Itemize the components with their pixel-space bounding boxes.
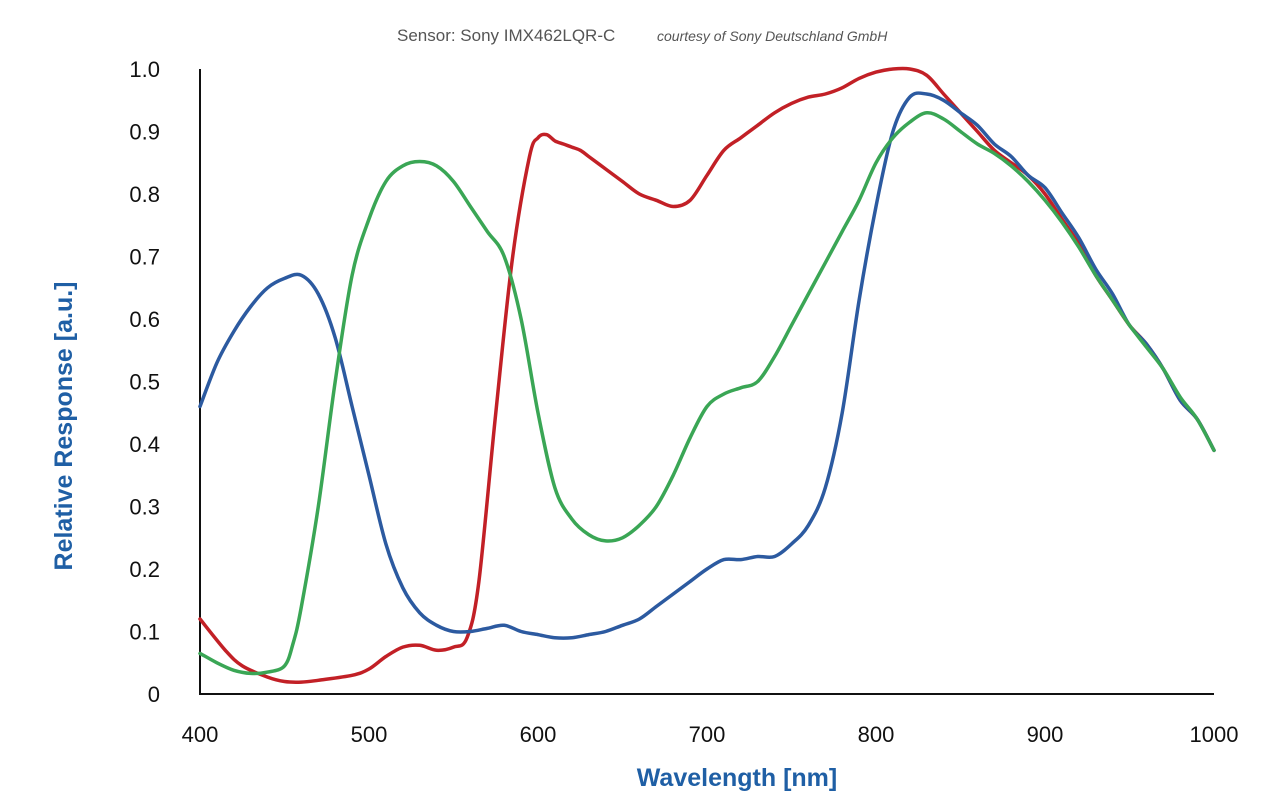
- red-series-line: [198, 66, 1216, 684]
- blue-series-line: [198, 91, 1216, 640]
- x-tick-label: 900: [1027, 722, 1064, 747]
- series-lines: [198, 66, 1216, 684]
- chart-subtitle: courtesy of Sony Deutschland GmbH: [657, 28, 888, 44]
- y-tick-label: 0.2: [129, 557, 160, 582]
- x-tick-label: 600: [520, 722, 557, 747]
- x-tick-label: 700: [689, 722, 726, 747]
- chart-title: Sensor: Sony IMX462LQR-C: [397, 26, 615, 45]
- green-series-line: [198, 111, 1216, 676]
- y-tick-label: 0.3: [129, 495, 160, 520]
- y-axis-title: Relative Response [a.u.]: [50, 282, 78, 571]
- x-tick-label: 800: [858, 722, 895, 747]
- y-tick-label: 0.1: [129, 620, 160, 645]
- y-tick-label: 0.8: [129, 182, 160, 207]
- x-axis-title: Wavelength [nm]: [637, 764, 837, 792]
- y-tick-label: 0.9: [129, 120, 160, 145]
- x-tick-label: 400: [182, 722, 219, 747]
- x-tick-label: 500: [351, 722, 388, 747]
- y-tick-label: 0.5: [129, 370, 160, 395]
- y-tick-label: 1.0: [129, 57, 160, 82]
- y-tick-label: 0.7: [129, 245, 160, 270]
- x-tick-labels: 400 500 600 700 800 900 1000: [182, 722, 1239, 747]
- y-tick-label: 0.4: [129, 432, 160, 457]
- x-tick-label: 1000: [1190, 722, 1239, 747]
- y-tick-label: 0.6: [129, 307, 160, 332]
- y-tick-labels: 0 0.1 0.2 0.3 0.4 0.5 0.6 0.7 0.8 0.9 1.0: [129, 57, 160, 707]
- y-tick-label: 0: [148, 682, 160, 707]
